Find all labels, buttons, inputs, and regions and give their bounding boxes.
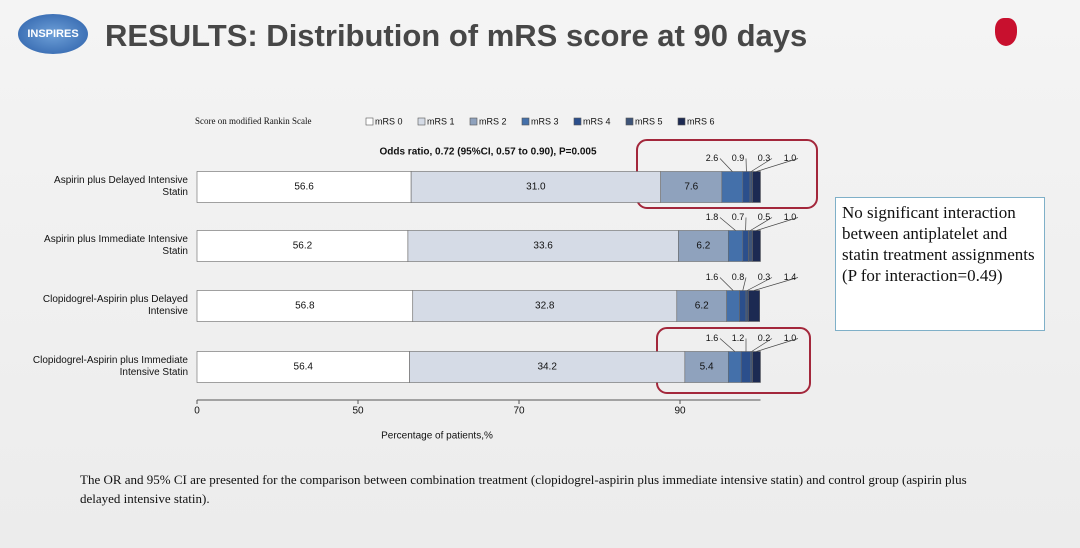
- bar-segment: [742, 230, 749, 262]
- annotation: Odds ratio, 0.72 (95%CI, 0.57 to 0.90), …: [379, 147, 596, 158]
- x-tick-label: 70: [513, 406, 525, 417]
- aha-logo: [995, 18, 1017, 46]
- data-label: 56.8: [295, 301, 315, 312]
- bar-segment: [752, 230, 761, 262]
- logo: INSPIRES: [18, 14, 88, 54]
- leader-line: [756, 338, 799, 352]
- bar-segment: [748, 230, 753, 262]
- legend-label: mRS 6: [687, 116, 715, 126]
- data-label: 0.2: [758, 333, 771, 343]
- legend-label: mRS 1: [427, 116, 455, 126]
- bar-segment: [726, 290, 740, 322]
- data-label: 56.6: [294, 182, 314, 193]
- bar-segment: [196, 290, 414, 322]
- footnote: The OR and 95% CI are presented for the …: [80, 472, 967, 506]
- bar-segment: [412, 290, 678, 322]
- category-label: Clopidogrel-Aspirin plus Immediate Inten…: [32, 355, 188, 378]
- leader-line: [719, 277, 734, 291]
- legend-label: mRS 2: [479, 116, 507, 126]
- leader-line: [747, 277, 773, 291]
- x-tick-label: 0: [194, 406, 200, 417]
- data-label: 0.9: [732, 153, 745, 163]
- leader-line: [719, 217, 736, 231]
- data-label: 32.8: [535, 301, 555, 312]
- bar-segment: [727, 230, 744, 262]
- bar-segment: [727, 351, 742, 383]
- data-label: 0.8: [732, 272, 745, 282]
- slide-title: RESULTS: Distribution of mRS score at 90…: [105, 18, 808, 53]
- data-label: 2.6: [706, 153, 719, 163]
- bar-segment: [740, 351, 752, 383]
- data-label: 0.3: [758, 272, 771, 282]
- bar-segment: [752, 351, 761, 383]
- x-tick-label: 50: [352, 406, 364, 417]
- bar-segment: [678, 230, 729, 262]
- x-axis-label: Percentage of patients,%: [381, 431, 493, 442]
- data-label: 31.0: [526, 182, 546, 193]
- bar-segment: [676, 290, 727, 322]
- category-label: Aspirin plus Delayed Intensive Statin: [54, 175, 188, 198]
- leader-line: [750, 217, 773, 231]
- bar-segment: [745, 290, 749, 322]
- legend-swatch: [625, 117, 634, 126]
- legend-swatch: [417, 117, 426, 126]
- legend-swatch: [521, 117, 530, 126]
- legend-label: mRS 0: [375, 116, 403, 126]
- bar-segment: [742, 171, 751, 203]
- data-label: 56.4: [294, 362, 314, 373]
- bar-segment: [748, 290, 760, 322]
- data-label: 1.0: [784, 212, 797, 222]
- leader-line: [756, 158, 799, 172]
- data-label: 1.2: [732, 333, 745, 343]
- side-note: No significant interaction between antip…: [835, 197, 1045, 331]
- category-label: Aspirin plus Immediate Intensive Statin: [44, 234, 188, 257]
- legend-label: mRS 5: [635, 116, 663, 126]
- data-label: 56.2: [293, 241, 313, 252]
- data-label: 34.2: [537, 362, 557, 373]
- data-label: 1.8: [706, 212, 719, 222]
- legend-swatch: [365, 117, 374, 126]
- bar-segment: [721, 171, 744, 203]
- legend-swatch: [573, 117, 582, 126]
- bar-segment: [196, 230, 409, 262]
- bar-segment: [196, 171, 412, 203]
- data-label: 33.6: [533, 241, 553, 252]
- data-label: 0.5: [758, 212, 771, 222]
- data-label: 1.4: [784, 272, 797, 282]
- bar-segment: [410, 171, 661, 203]
- x-tick-label: 90: [674, 406, 686, 417]
- bar-segment: [660, 171, 723, 203]
- bar-segment: [407, 230, 679, 262]
- leader-line: [756, 217, 799, 231]
- bar-segment: [752, 171, 761, 203]
- data-label: 0.7: [732, 212, 745, 222]
- leader-line: [751, 338, 773, 352]
- legend-label: mRS 4: [583, 116, 611, 126]
- legend-swatch: [677, 117, 686, 126]
- leader-line: [719, 338, 735, 352]
- leader-line: [719, 158, 733, 172]
- bar-segment: [749, 171, 753, 203]
- leader-line: [742, 277, 747, 291]
- bar-segment: [739, 290, 747, 322]
- data-label: 0.3: [758, 153, 771, 163]
- leader-line: [753, 277, 799, 291]
- data-label: 6.2: [696, 241, 710, 252]
- bar-segment: [684, 351, 729, 383]
- data-label: 1.6: [706, 272, 719, 282]
- data-label: 1.0: [784, 333, 797, 343]
- legend-title: Score on modified Rankin Scale: [195, 116, 311, 126]
- legend-label: mRS 3: [531, 116, 559, 126]
- legend-swatch: [469, 117, 478, 126]
- leader-line: [751, 158, 773, 172]
- data-label: 5.4: [700, 362, 714, 373]
- data-label: 6.2: [695, 301, 709, 312]
- data-label: 1.6: [706, 333, 719, 343]
- data-label: 1.0: [784, 153, 797, 163]
- category-label: Clopidogrel-Aspirin plus Delayed Intensi…: [42, 294, 188, 317]
- data-label: 7.6: [684, 182, 698, 193]
- bar-segment: [196, 351, 410, 383]
